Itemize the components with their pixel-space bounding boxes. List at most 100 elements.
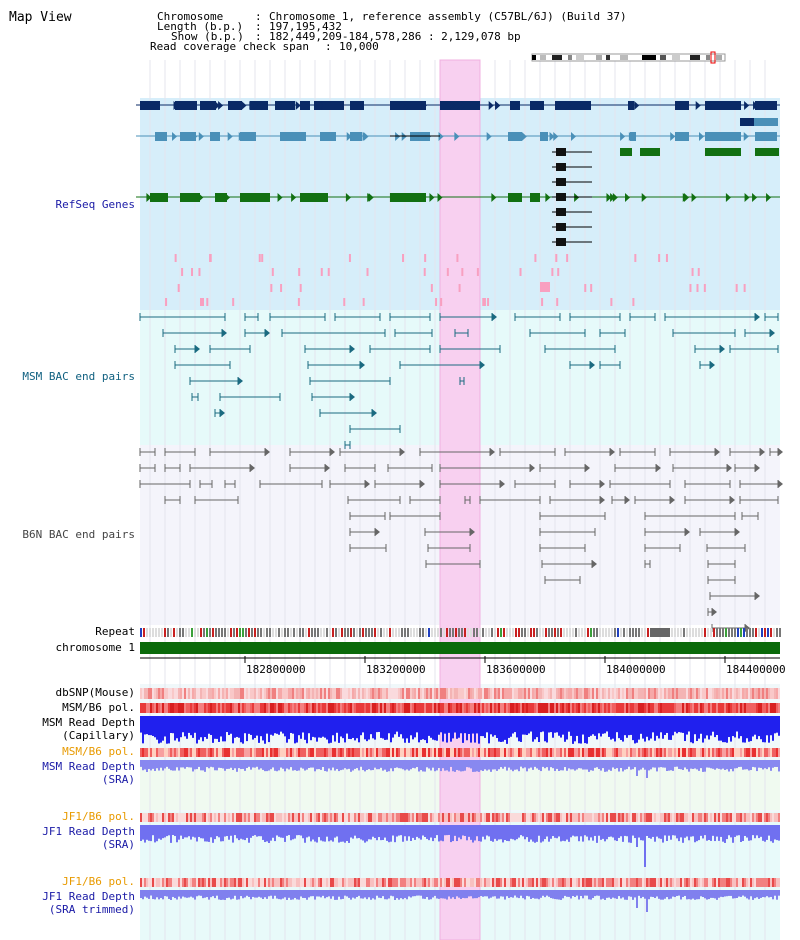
repeat-element — [155, 628, 157, 637]
jf1-pol-heat — [184, 813, 186, 822]
msm-pol-2-heat — [696, 748, 698, 757]
jf1-depth-trim — [472, 890, 474, 899]
jf1-pol-2-heat — [778, 878, 780, 887]
msm-pol-2-heat — [302, 748, 304, 757]
msm-depth-sra — [492, 760, 494, 770]
dbsnp-heat — [654, 688, 656, 699]
jf1-depth-sra — [488, 825, 490, 837]
msm-depth-cap — [350, 716, 352, 740]
msm-depth-cap — [528, 716, 530, 734]
jf1-depth-sra — [634, 825, 636, 839]
jf1-pol-heat — [142, 813, 144, 822]
jf1-depth-sra — [254, 825, 256, 836]
msm-pol-2-heat — [352, 748, 354, 757]
msm-pol-heat — [628, 703, 630, 713]
msm-pol-2-heat — [344, 748, 346, 757]
strand-arrow-icon — [624, 193, 630, 202]
jf1-depth-sra — [738, 825, 740, 836]
msm-depth-cap — [230, 716, 232, 734]
msm-depth-sra — [738, 760, 740, 767]
strand-arrow-icon — [249, 101, 255, 110]
jf1-pol-2-heat — [212, 878, 214, 887]
jf1-depth-trim — [642, 890, 644, 897]
msm-depth-cap — [152, 716, 154, 736]
msm-pol-heat — [694, 703, 696, 713]
dbsnp-heat — [204, 688, 206, 699]
jf1-pol-2-heat — [470, 878, 472, 887]
jf1-depth-sra — [162, 825, 164, 839]
dbsnp-heat — [506, 688, 508, 699]
jf1-depth-sra — [524, 825, 526, 840]
jf1-depth-sra — [198, 825, 200, 837]
msm-depth-cap — [468, 716, 470, 734]
msm-depth-sra — [400, 760, 402, 769]
jf1-pol-2-heat — [240, 878, 242, 887]
msm-pol-heat — [664, 703, 666, 713]
msm-read-depth-sra-label: MSM Read Depth — [42, 760, 135, 773]
jf1-pol-heat — [368, 813, 370, 822]
jf1-pol-heat — [668, 813, 670, 822]
dbsnp-heat — [344, 688, 346, 699]
repeat-element — [245, 628, 247, 637]
msm-depth-sra — [190, 760, 192, 768]
jf1-depth-trim — [554, 890, 556, 900]
dbsnp-heat — [228, 688, 230, 699]
strand-arrow-icon — [461, 101, 467, 110]
msm-pol-2-heat — [738, 748, 740, 757]
msm-pol-2-heat — [578, 748, 580, 757]
jf1-depth-trim — [532, 890, 534, 898]
msm-depth-sra — [604, 760, 606, 772]
msm-depth-sra — [224, 760, 226, 771]
jf1-depth-trim — [200, 890, 202, 896]
refseq-row-exon — [540, 132, 548, 141]
jf1-pol-heat — [432, 813, 434, 822]
jf1-depth-sra — [434, 825, 436, 839]
repeat-element — [701, 628, 703, 637]
dbsnp-heat — [422, 688, 424, 699]
msm-depth-cap — [268, 716, 270, 743]
jf1-pol-2-heat — [378, 878, 380, 887]
msm-pol-2-heat — [698, 748, 700, 757]
jf1-pol-heat — [356, 813, 358, 822]
msm-pol-2-heat — [634, 748, 636, 757]
jf1-pol-2-heat — [686, 878, 688, 887]
repeat-element — [494, 628, 496, 637]
dbsnp-heat — [334, 688, 336, 699]
msm-depth-sra — [626, 760, 628, 770]
jf1-pol-heat — [644, 813, 646, 822]
msm-pol-heat — [350, 703, 352, 713]
jf1-depth-trim — [574, 890, 576, 898]
dbsnp-heat — [194, 688, 196, 699]
dbsnp-heat — [142, 688, 144, 699]
msm-bac-arrow-icon — [720, 345, 725, 353]
jf1-pol-heat — [440, 813, 442, 822]
msm-depth-cap — [508, 716, 510, 738]
jf1-depth-sra — [404, 825, 406, 837]
jf1-pol-2-heat — [702, 878, 704, 887]
jf1-depth-sra — [274, 825, 276, 842]
jf1-depth-trim — [224, 890, 226, 900]
refseq-row-exon — [675, 101, 689, 110]
refseq-pink-mark — [461, 268, 464, 276]
msm-pol-2-heat — [208, 748, 210, 757]
msm-depth-cap — [352, 716, 354, 738]
repeat-element — [146, 628, 148, 637]
jf1-pol-heat — [336, 813, 338, 822]
msm-depth-sra — [556, 760, 558, 769]
ideogram-position-marker — [710, 51, 716, 64]
jf1-depth-sra — [654, 825, 656, 842]
refseq-pink-mark — [634, 254, 637, 262]
jf1-depth-trim — [428, 890, 430, 900]
msm-pol-2-heat — [392, 748, 394, 757]
refseq-pink-mark — [270, 284, 273, 292]
msm-depth-sra — [528, 760, 530, 769]
jf1-pol-2-heat — [528, 878, 530, 887]
msm-depth-sra-spike — [636, 760, 638, 776]
jf1-pol-heat — [298, 813, 300, 822]
dbsnp-heat — [330, 688, 332, 699]
jf1-pol-2-heat — [176, 878, 178, 887]
dbsnp-heat — [434, 688, 436, 699]
msm-pol-2-heat — [466, 748, 468, 757]
